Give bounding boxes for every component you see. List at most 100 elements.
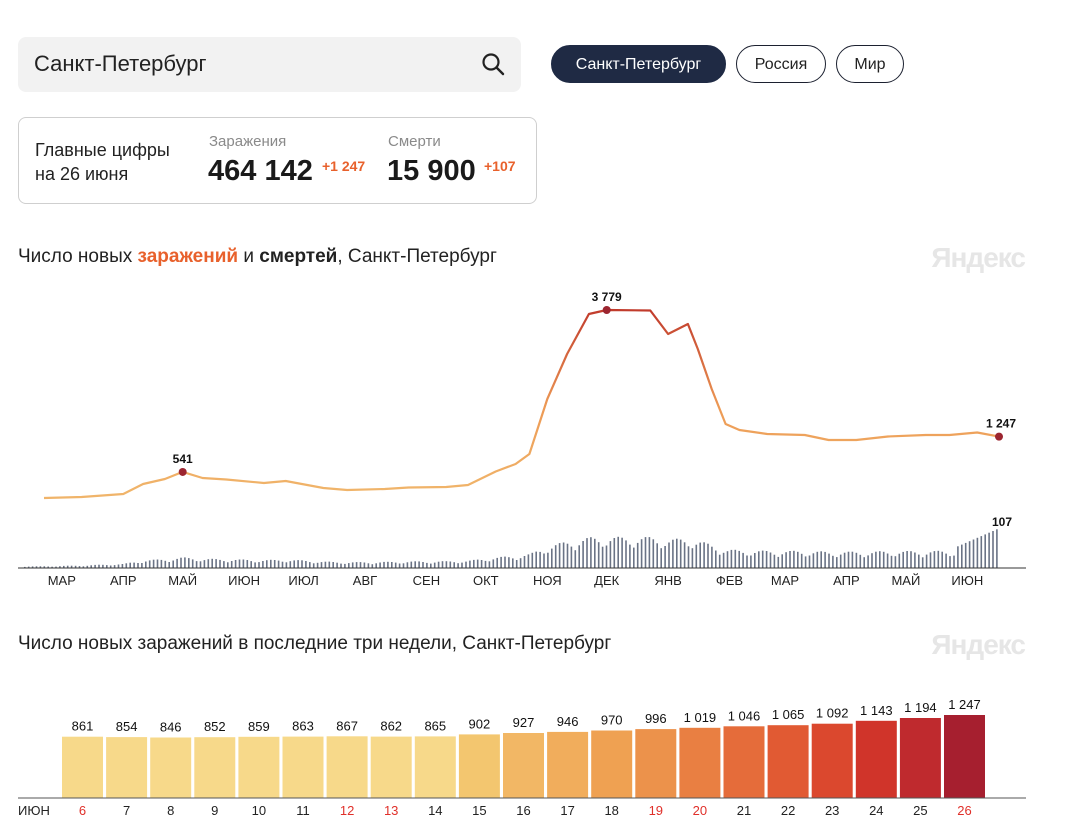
death-bar <box>683 542 686 568</box>
death-bar <box>465 561 467 568</box>
death-bar <box>449 561 452 568</box>
death-bar <box>430 563 432 568</box>
death-bar <box>871 553 873 568</box>
death-bar <box>98 564 100 568</box>
bar-13 <box>370 736 412 798</box>
x-tick-label: ФЕВ <box>716 573 743 588</box>
death-bar <box>109 565 112 568</box>
bar-value-label: 863 <box>292 719 314 734</box>
day-label: 19 <box>649 803 663 818</box>
death-bar <box>90 565 92 568</box>
day-label: 25 <box>913 803 927 818</box>
death-bar <box>242 559 245 568</box>
death-bar <box>797 551 799 568</box>
death-bar <box>652 539 655 568</box>
death-bar <box>629 544 631 568</box>
bar-17 <box>547 731 589 798</box>
death-bar <box>254 562 256 568</box>
bar-value-label: 865 <box>424 718 446 733</box>
death-bar <box>332 562 334 568</box>
death-bar <box>855 552 858 568</box>
death-bar <box>839 554 842 568</box>
death-bar <box>980 536 983 568</box>
death-bar <box>715 550 717 568</box>
death-bar <box>597 542 600 568</box>
death-bar <box>55 566 57 568</box>
chart1-annotations: 541 3 779 1 247 107 <box>173 290 1017 529</box>
death-bar <box>469 560 471 568</box>
bar-19 <box>635 729 677 798</box>
tab-world[interactable]: Мир <box>836 45 904 83</box>
death-bar <box>879 551 881 568</box>
death-bar <box>82 566 85 568</box>
death-bar <box>640 539 643 568</box>
death-bar <box>894 556 897 568</box>
death-bar <box>508 557 510 568</box>
death-bar <box>703 542 705 568</box>
death-bar <box>754 553 756 568</box>
death-bar <box>918 554 920 568</box>
bar-value-label: 996 <box>645 711 667 726</box>
day-label: 22 <box>781 803 795 818</box>
death-bar <box>262 561 264 568</box>
bar-20 <box>679 727 721 798</box>
search-icon[interactable] <box>481 52 505 76</box>
death-bar <box>70 565 73 568</box>
death-bar <box>820 551 822 568</box>
bar-11 <box>282 736 324 798</box>
death-bar <box>227 562 229 568</box>
death-bar <box>808 555 811 568</box>
death-bar <box>117 564 120 568</box>
death-bar <box>410 561 413 568</box>
death-bar <box>664 546 666 568</box>
death-bar <box>824 551 826 568</box>
death-bar <box>348 563 350 568</box>
death-bar <box>391 562 393 568</box>
bar-24 <box>855 720 897 798</box>
death-bar <box>777 556 780 568</box>
death-bar <box>414 561 416 568</box>
death-bar <box>925 554 928 568</box>
chart1-title-deaths: смертей <box>259 246 338 267</box>
bar-value-label: 902 <box>469 716 491 731</box>
death-bar <box>195 561 198 568</box>
death-bar <box>316 562 319 568</box>
death-bar <box>633 547 635 568</box>
infections-delta: +1 247 <box>322 158 366 174</box>
death-bar <box>781 554 783 568</box>
death-bar <box>367 563 370 568</box>
peak-label-0: 541 <box>173 452 193 466</box>
search-box[interactable]: Санкт-Петербург <box>18 37 521 92</box>
death-bar <box>152 559 155 568</box>
bar-22 <box>767 725 809 798</box>
death-bar <box>761 550 764 568</box>
death-bar <box>344 563 346 568</box>
death-bar <box>551 548 553 568</box>
death-bar <box>699 542 701 568</box>
day-label: 8 <box>167 803 174 818</box>
death-bar <box>418 561 420 568</box>
day-label: 7 <box>123 803 130 818</box>
death-bar <box>586 538 588 568</box>
death-bar <box>648 537 651 568</box>
tab-spb[interactable]: Санкт-Петербург <box>551 45 726 83</box>
death-bar <box>906 551 908 568</box>
death-bar <box>832 555 834 568</box>
death-bar <box>617 536 619 568</box>
death-bar <box>758 551 760 568</box>
bar-10 <box>238 736 280 798</box>
death-bar <box>929 552 932 568</box>
death-bar <box>445 561 448 568</box>
summary-title: Главные цифры на 26 июня <box>35 138 170 186</box>
deaths-bars <box>24 529 998 568</box>
bar-23 <box>811 723 853 798</box>
death-bar <box>359 562 362 568</box>
bar-26 <box>944 715 985 798</box>
death-bar <box>250 561 252 568</box>
death-bar <box>964 542 967 568</box>
death-bar <box>199 561 202 568</box>
search-input[interactable]: Санкт-Петербург <box>34 51 207 76</box>
bar-8 <box>150 737 192 798</box>
bar-12 <box>326 736 368 798</box>
tab-russia[interactable]: Россия <box>736 45 826 83</box>
